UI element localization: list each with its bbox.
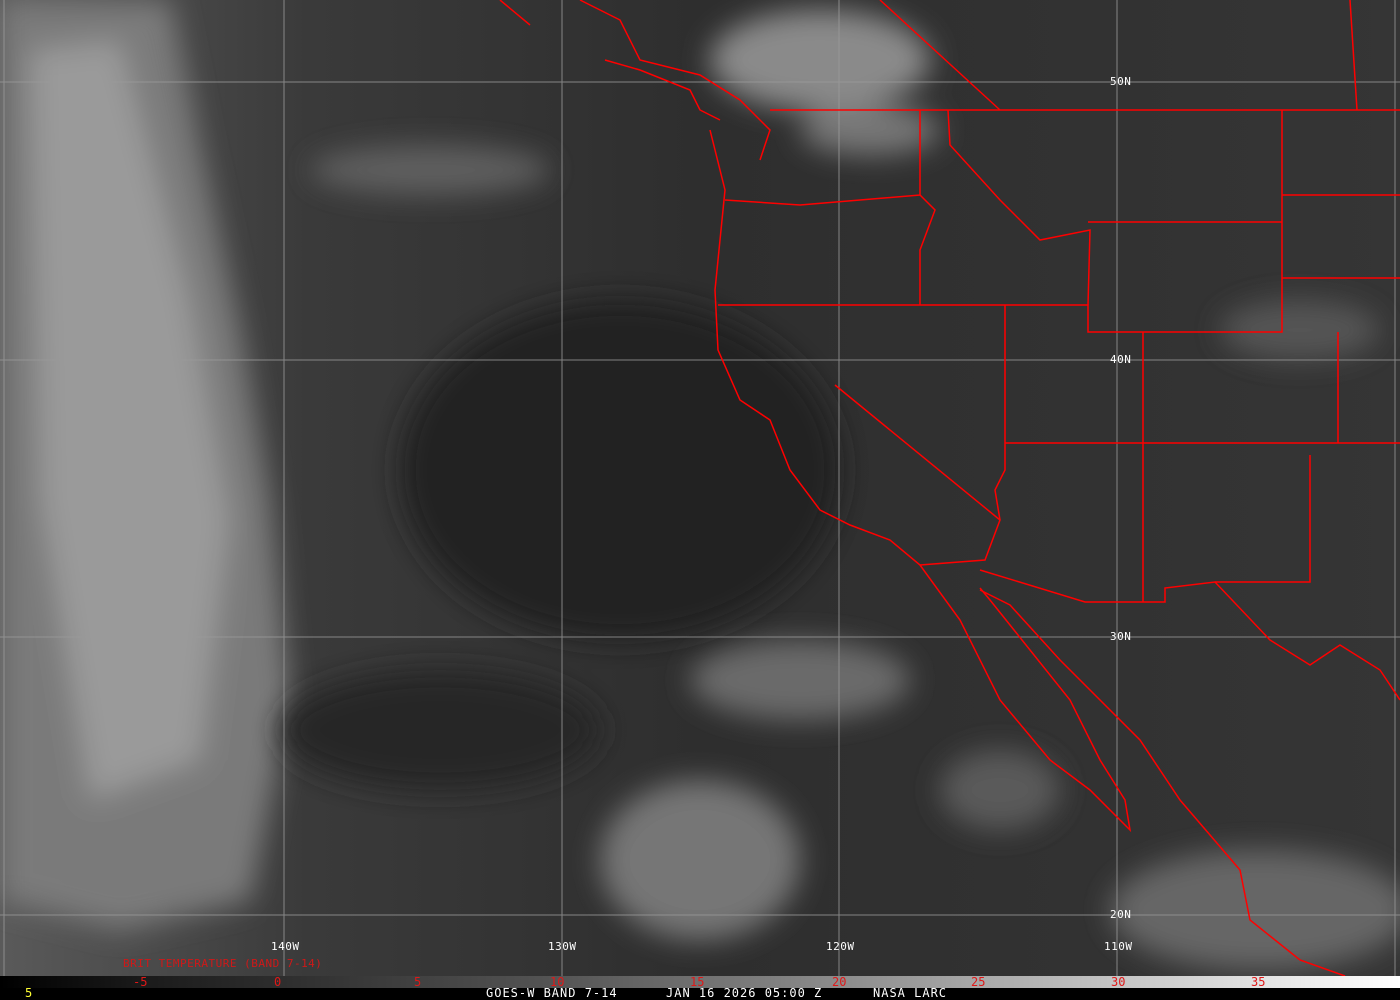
- frame-number: 5: [25, 986, 34, 1000]
- footer-bar: [0, 988, 1400, 1000]
- lon-label-120w: 120W: [826, 940, 855, 953]
- satellite-band: GOES-W BAND 7-14: [486, 986, 618, 1000]
- colorbar-tick: 35: [1251, 975, 1266, 989]
- image-datetime: JAN 16 2026 05:00 Z: [666, 986, 823, 1000]
- colorbar-tick: 30: [1111, 975, 1126, 989]
- colorbar-tick: 5: [414, 975, 422, 989]
- political-borders: [499, 0, 1400, 976]
- colorbar-tick: 20: [832, 975, 847, 989]
- lon-label-140w: 140W: [271, 940, 300, 953]
- clouds: [0, 0, 1400, 970]
- image-source: NASA LARC: [873, 986, 948, 1000]
- dark-ocean-patch: [280, 300, 840, 790]
- lat-lon-grid: [0, 0, 1400, 976]
- colorbar-tick: -5: [133, 975, 148, 989]
- lat-label-30n: 30N: [1110, 630, 1132, 643]
- lon-label-130w: 130W: [548, 940, 577, 953]
- colorbar-tick: 15: [690, 975, 705, 989]
- colorbar-title: BRIT TEMPERATURE (BAND 7-14): [123, 957, 323, 970]
- colorbar-tick: 10: [550, 975, 565, 989]
- lat-label-40n: 40N: [1110, 353, 1132, 366]
- colorbar: [0, 976, 1400, 988]
- colorbar-tick: 25: [971, 975, 986, 989]
- lat-label-50n: 50N: [1110, 75, 1132, 88]
- colorbar-tick: 0: [274, 975, 282, 989]
- lat-label-20n: 20N: [1110, 908, 1132, 921]
- satellite-image: [0, 0, 1400, 976]
- lon-label-110w: 110W: [1104, 940, 1133, 953]
